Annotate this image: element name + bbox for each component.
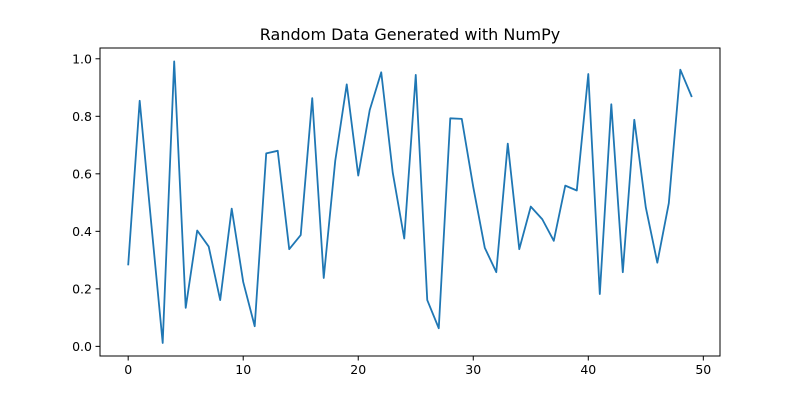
y-tick-label: 0.0 [72, 339, 92, 354]
plot-frame [99, 47, 721, 357]
x-axis: 0 10 20 30 40 50 [124, 356, 711, 377]
x-tick-label: 20 [350, 362, 366, 377]
y-tick-label: 1.0 [72, 51, 92, 66]
y-tick-label: 0.2 [72, 281, 92, 296]
series-line-0 [127, 60, 693, 344]
x-tick-label: 30 [465, 362, 481, 377]
y-tick-label: 0.6 [72, 166, 92, 181]
y-axis: 0.0 0.2 0.4 0.6 0.8 1.0 [72, 51, 100, 354]
chart-title: Random Data Generated with NumPy [260, 25, 560, 44]
x-tick-label: 40 [580, 362, 596, 377]
y-tick-label: 0.8 [72, 109, 92, 124]
x-tick-label: 10 [235, 362, 251, 377]
plot-area [127, 60, 693, 344]
y-tick-label: 0.4 [72, 224, 92, 239]
x-tick-label: 0 [124, 362, 132, 377]
x-tick-label: 50 [695, 362, 711, 377]
